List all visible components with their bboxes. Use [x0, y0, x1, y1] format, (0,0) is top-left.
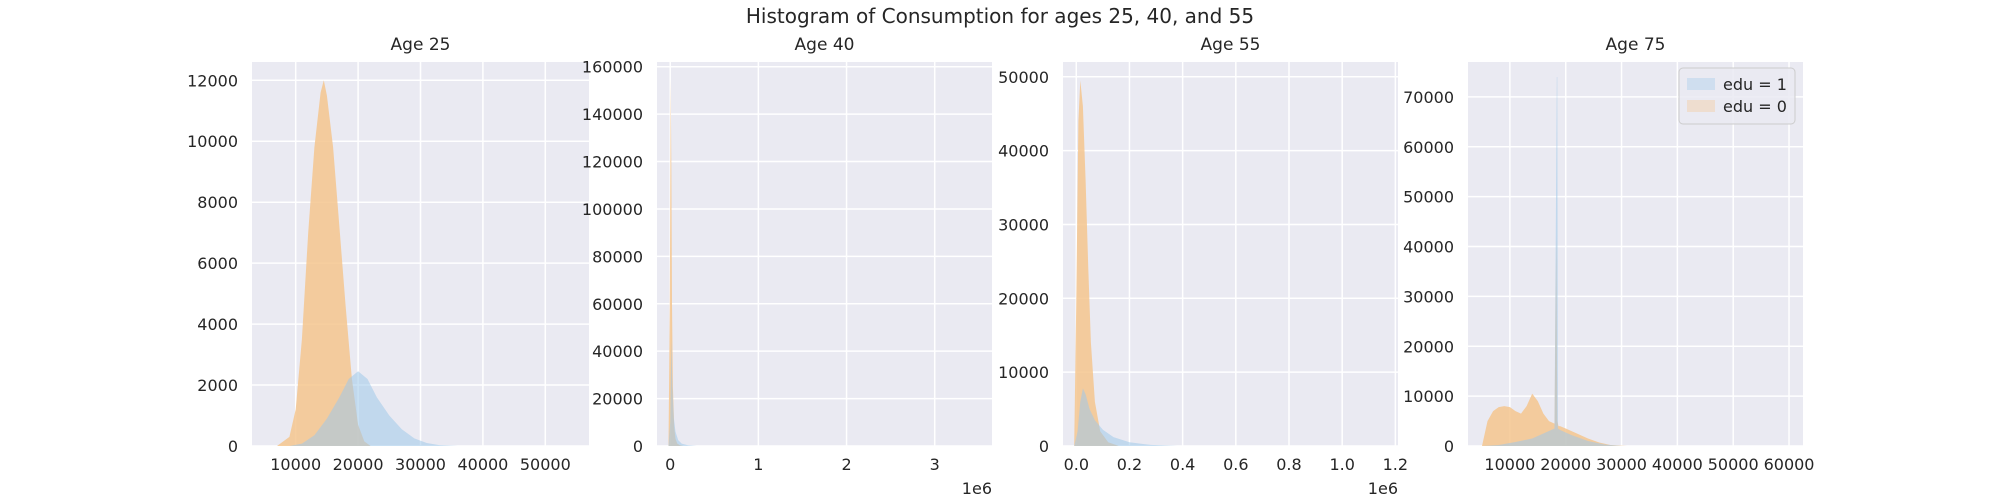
chart-panel-2: 0 1 2 3 0 20000 40000 60000 80000 100000 120000 140…	[582, 35, 992, 498]
y-tick-label: 10000	[1403, 387, 1454, 406]
chart-panel-1: 10000 20000 30000 40000 50000 0 2000 4000 6000 80…	[187, 35, 589, 474]
x-tick-label: 0.4	[1170, 455, 1195, 474]
y-tick-label: 0	[1444, 437, 1454, 456]
histogram-series-edu-0	[277, 80, 371, 446]
x-tick-label: 40000	[457, 455, 508, 474]
x-tick-label: 40000	[1652, 455, 1703, 474]
histogram-series-edu-0	[1482, 236, 1628, 446]
legend-swatch	[1687, 78, 1715, 90]
y-tick-label: 2000	[197, 376, 238, 395]
x-tick-label: 1.0	[1329, 455, 1354, 474]
y-tick-label: 40000	[998, 142, 1049, 161]
y-tick-label: 50000	[1403, 188, 1454, 207]
y-tick-label: 30000	[1403, 287, 1454, 306]
chart-panel-4: 10000 20000 30000 40000 50000 60000 0 10000 2000…	[1403, 35, 1814, 474]
y-tick-label: 50000	[998, 68, 1049, 87]
x-tick-label: 0.8	[1276, 455, 1301, 474]
y-tick-label: 120000	[582, 153, 643, 172]
y-tick-label: 60000	[592, 295, 643, 314]
x-tick-label: 0	[665, 455, 675, 474]
x-tick-label: 0.2	[1117, 455, 1142, 474]
y-tick-label: 4000	[197, 315, 238, 334]
histogram-series-edu-1	[289, 371, 458, 446]
y-tick-label: 10000	[998, 363, 1049, 382]
legend: edu = 1 edu = 0	[1678, 67, 1796, 125]
legend-label: edu = 0	[1723, 97, 1787, 116]
y-tick-label: 8000	[197, 193, 238, 212]
x-tick-label: 30000	[395, 455, 446, 474]
legend-swatch	[1687, 100, 1715, 112]
panel-title: Age 55	[1201, 35, 1261, 55]
x-tick-label: 10000	[270, 455, 321, 474]
y-tick-label: 100000	[582, 200, 643, 219]
x-tick-label: 20000	[1540, 455, 1591, 474]
plot-area	[1063, 62, 1398, 446]
y-tick-label: 80000	[592, 247, 643, 266]
y-tick-label: 140000	[582, 105, 643, 124]
x-tick-label: 0.6	[1223, 455, 1248, 474]
x-tick-label: 0.0	[1064, 455, 1089, 474]
x-offset-label: 1e6	[1368, 479, 1398, 498]
y-tick-label: 0	[228, 437, 238, 456]
y-tick-label: 30000	[998, 215, 1049, 234]
chart-panel-3: 0.0 0.2 0.4 0.6 0.8 1.0 1.2 0 10000 20000 30000 400…	[998, 35, 1408, 498]
y-tick-label: 40000	[1403, 238, 1454, 257]
y-tick-label: 6000	[197, 254, 238, 273]
x-tick-label: 1.2	[1383, 455, 1408, 474]
x-tick-label: 50000	[520, 455, 571, 474]
y-tick-label: 160000	[582, 58, 643, 77]
y-tick-label: 20000	[592, 390, 643, 409]
y-tick-label: 0	[633, 437, 643, 456]
x-tick-label: 3	[930, 455, 940, 474]
legend-label: edu = 1	[1723, 75, 1787, 94]
figure-title: Histogram of Consumption for ages 25, 40…	[745, 4, 1255, 28]
x-tick-label: 30000	[1596, 455, 1647, 474]
histogram-series-edu-1	[1074, 388, 1178, 446]
histogram-series-edu-1	[668, 339, 697, 446]
y-tick-label: 60000	[1403, 138, 1454, 157]
y-tick-label: 20000	[1403, 337, 1454, 356]
plot-area	[657, 62, 992, 446]
legend-frame	[1678, 67, 1796, 125]
y-tick-label: 70000	[1403, 88, 1454, 107]
histogram-series-edu-0	[1074, 80, 1119, 446]
histogram-series-edu-0	[668, 78, 684, 446]
y-tick-label: 20000	[998, 289, 1049, 308]
y-tick-label: 40000	[592, 342, 643, 361]
x-tick-label: 1	[753, 455, 763, 474]
x-tick-label: 60000	[1764, 455, 1815, 474]
panel-title: Age 25	[391, 35, 451, 55]
plot-area	[1468, 62, 1803, 446]
x-offset-label: 1e6	[962, 479, 992, 498]
y-tick-label: 12000	[187, 71, 238, 90]
panel-title: Age 75	[1606, 35, 1666, 55]
x-tick-label: 20000	[333, 455, 384, 474]
panel-title: Age 40	[795, 35, 855, 55]
x-tick-label: 10000	[1484, 455, 1535, 474]
y-tick-label: 0	[1039, 437, 1049, 456]
x-tick-label: 50000	[1708, 455, 1759, 474]
x-tick-label: 2	[841, 455, 851, 474]
y-tick-label: 10000	[187, 132, 238, 151]
